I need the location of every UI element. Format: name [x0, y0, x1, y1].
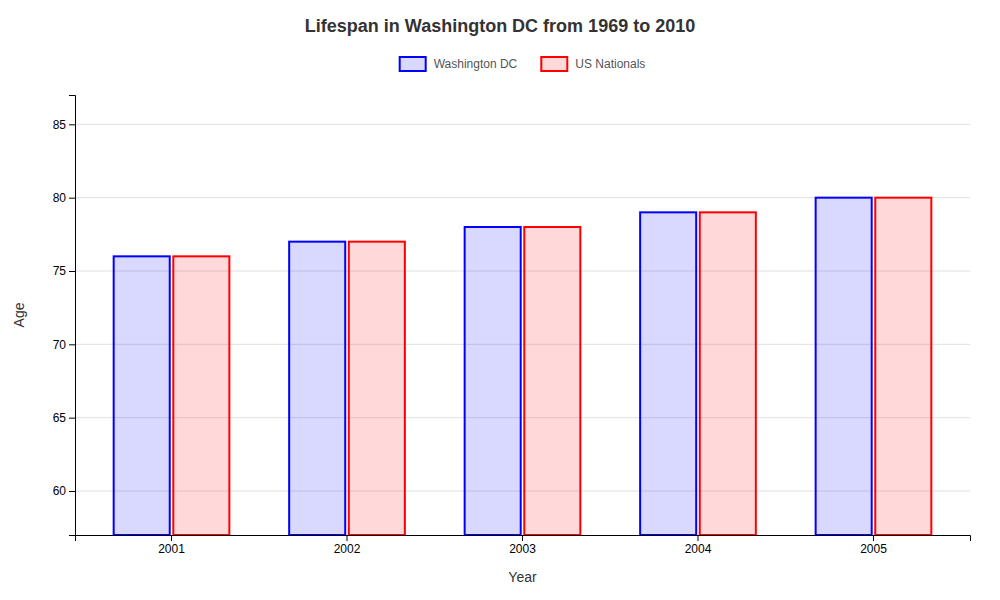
x-axis-title: Year	[508, 569, 537, 585]
bar	[700, 212, 756, 535]
legend-swatch	[541, 57, 567, 71]
bars	[114, 198, 932, 535]
y-tick-label: 60	[53, 484, 67, 498]
bar	[173, 256, 229, 535]
y-tick-mark	[69, 491, 75, 492]
y-tick-mark	[69, 418, 75, 419]
x-tick: 2005	[860, 535, 887, 556]
x-tick: 2001	[158, 535, 185, 556]
x-tick-mark	[171, 535, 172, 541]
y-tick: 70	[53, 338, 75, 352]
x-tick-label: 2001	[158, 542, 185, 556]
legend-swatch	[400, 57, 426, 71]
legend-label: US Nationals	[575, 57, 645, 71]
x-tick-mark	[697, 535, 698, 541]
y-tick-mark	[69, 344, 75, 345]
x-tick: 2002	[334, 535, 361, 556]
y-tick: 85	[53, 118, 75, 132]
y-tick-label: 70	[53, 338, 67, 352]
x-tick-label: 2004	[685, 542, 712, 556]
y-tick-mark	[69, 271, 75, 272]
y-tick: 80	[53, 191, 75, 205]
x-tick-label: 2003	[509, 542, 536, 556]
bar	[349, 242, 405, 535]
legend-label: Washington DC	[434, 57, 518, 71]
chart-title: Lifespan in Washington DC from 1969 to 2…	[305, 16, 695, 36]
bar	[524, 227, 580, 535]
y-tick: 65	[53, 411, 75, 425]
chart-container: 60 65 70 75 80 85 2001 2002 2003 2004 2005 Year Age L…	[0, 0, 1000, 600]
grid-line	[75, 124, 970, 125]
bar	[114, 256, 170, 535]
y-axis-title: Age	[11, 302, 27, 327]
x-tick-label: 2002	[334, 542, 361, 556]
y-axis-line	[69, 96, 76, 536]
x-tick-label: 2005	[860, 542, 887, 556]
chart-svg: 60 65 70 75 80 85 2001 2002 2003 2004 2005 Year Age L…	[0, 0, 1000, 600]
legend-item: US Nationals	[541, 57, 645, 71]
bar	[465, 227, 521, 535]
y-tick: 75	[53, 264, 75, 278]
y-tick-label: 80	[53, 191, 67, 205]
legend-item: Washington DC	[400, 57, 518, 71]
x-tick: 2004	[685, 535, 712, 556]
x-axis: 2001 2002 2003 2004 2005	[76, 535, 971, 556]
plot-area: 60 65 70 75 80 85 2001 2002 2003 2004 2005	[53, 96, 971, 556]
y-tick-label: 75	[53, 264, 67, 278]
bar-series	[173, 198, 931, 535]
bar	[289, 242, 345, 535]
bar	[816, 198, 872, 535]
y-tick-mark	[69, 198, 75, 199]
y-axis: 60 65 70 75 80 85	[53, 96, 76, 536]
x-tick: 2003	[509, 535, 536, 556]
y-tick: 60	[53, 484, 75, 498]
bar-series	[114, 198, 872, 535]
y-tick-label: 85	[53, 118, 67, 132]
x-tick-mark	[347, 535, 348, 541]
y-tick-mark	[69, 124, 75, 125]
x-tick-mark	[522, 535, 523, 541]
legend: Washington DC US Nationals	[400, 57, 646, 71]
bar	[640, 212, 696, 535]
y-tick-label: 65	[53, 411, 67, 425]
x-axis-line	[76, 536, 971, 542]
bar	[875, 198, 931, 535]
x-tick-mark	[873, 535, 874, 541]
